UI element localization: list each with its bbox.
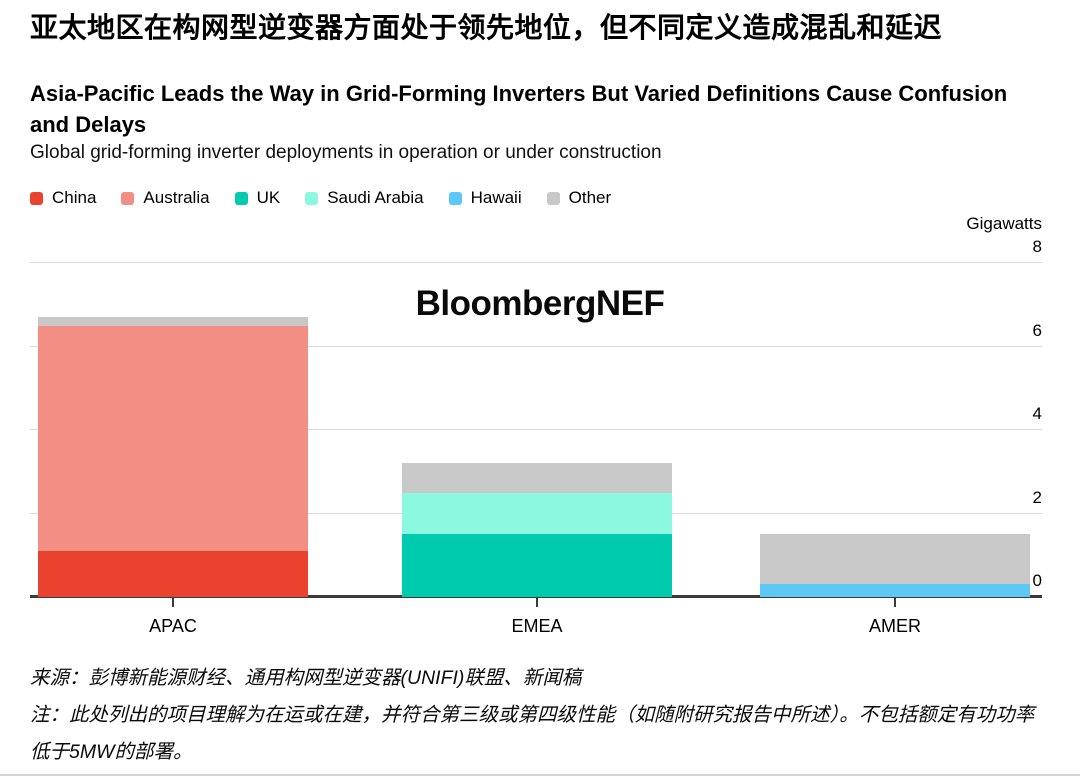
legend-label-australia: Australia (143, 188, 210, 207)
bar-segment-emea-other (402, 463, 672, 493)
legend-label-china: China (52, 188, 97, 207)
legend-item-australia: Australia (121, 188, 210, 208)
legend-label-hawaii: Hawaii (470, 188, 522, 207)
legend-item-other: Other (546, 188, 612, 208)
bar-segment-emea-uk (402, 534, 672, 597)
legend-swatch-hawaii (448, 191, 462, 205)
legend-swatch-australia (121, 191, 135, 205)
bar-segment-apac-australia (38, 325, 308, 552)
page-title-en: Asia-Pacific Leads the Way in Grid-Formi… (30, 81, 1008, 137)
bar-segment-emea-saudi-arabia (402, 492, 672, 535)
x-tick-emea (536, 598, 538, 607)
bar-segment-amer-hawaii (760, 584, 1030, 597)
chart-footer: 来源：彭博新能源财经、通用构网型逆变器(UNIFI)联盟、新闻稿 注：此处列出的… (30, 660, 1052, 771)
chart-subtitle: Global grid-forming inverter deployments… (30, 142, 662, 163)
y-tick-label-4: 4 (1032, 404, 1042, 423)
bar-segment-apac-other (38, 317, 308, 326)
x-axis-label-apac: APAC (149, 616, 197, 636)
legend-swatch-china (30, 191, 43, 205)
x-tick-apac (172, 598, 174, 607)
y-axis-unit-label: Gigawatts (966, 214, 1042, 233)
footer-note: 注：此处列出的项目理解为在运或在建，并符合第三级或第四级性能（如随附研究报告中所… (30, 704, 1035, 763)
y-tick-label-8: 8 (1032, 237, 1042, 256)
legend-item-saudi-arabia: Saudi Arabia (305, 188, 424, 208)
legend-label-saudi-arabia: Saudi Arabia (327, 188, 424, 207)
x-tick-amer (894, 598, 896, 607)
y-tick-label-2: 2 (1032, 487, 1042, 507)
chart-plot-area: 0 2 4 6 8 APAC EMEA AMER (30, 237, 1042, 636)
chart-legend: China Australia UK Saudi Arabia Hawaii Other (30, 188, 611, 208)
legend-item-uk: UK (234, 188, 281, 208)
legend-item-china: China (30, 188, 96, 208)
x-axis-label-amer: AMER (868, 616, 921, 636)
bottom-divider (0, 774, 1080, 776)
legend-swatch-uk (234, 191, 248, 205)
gridline-8gw (30, 262, 1042, 263)
page-title-zh: 亚太地区在构网型逆变器方面处于领先地位，但不同定义造成混乱和延迟 (30, 12, 943, 43)
x-axis-label-emea: EMEA (511, 616, 563, 636)
legend-swatch-saudi-arabia (305, 191, 319, 205)
legend-swatch-other (546, 191, 560, 205)
y-tick-label-0: 0 (1032, 571, 1042, 590)
bloombergnef-watermark: BloombergNEF (415, 284, 665, 323)
footer-source: 来源：彭博新能源财经、通用构网型逆变器(UNIFI)联盟、新闻稿 (30, 667, 582, 689)
bar-segment-amer-other (760, 534, 1030, 585)
gridline-4gw (30, 429, 1042, 430)
legend-item-hawaii: Hawaii (448, 188, 522, 208)
legend-label-uk: UK (256, 188, 281, 207)
y-tick-label-6: 6 (1032, 320, 1042, 340)
bar-segment-apac-china (38, 551, 308, 597)
legend-label-other: Other (568, 188, 612, 207)
gridline-6gw (30, 345, 1042, 347)
